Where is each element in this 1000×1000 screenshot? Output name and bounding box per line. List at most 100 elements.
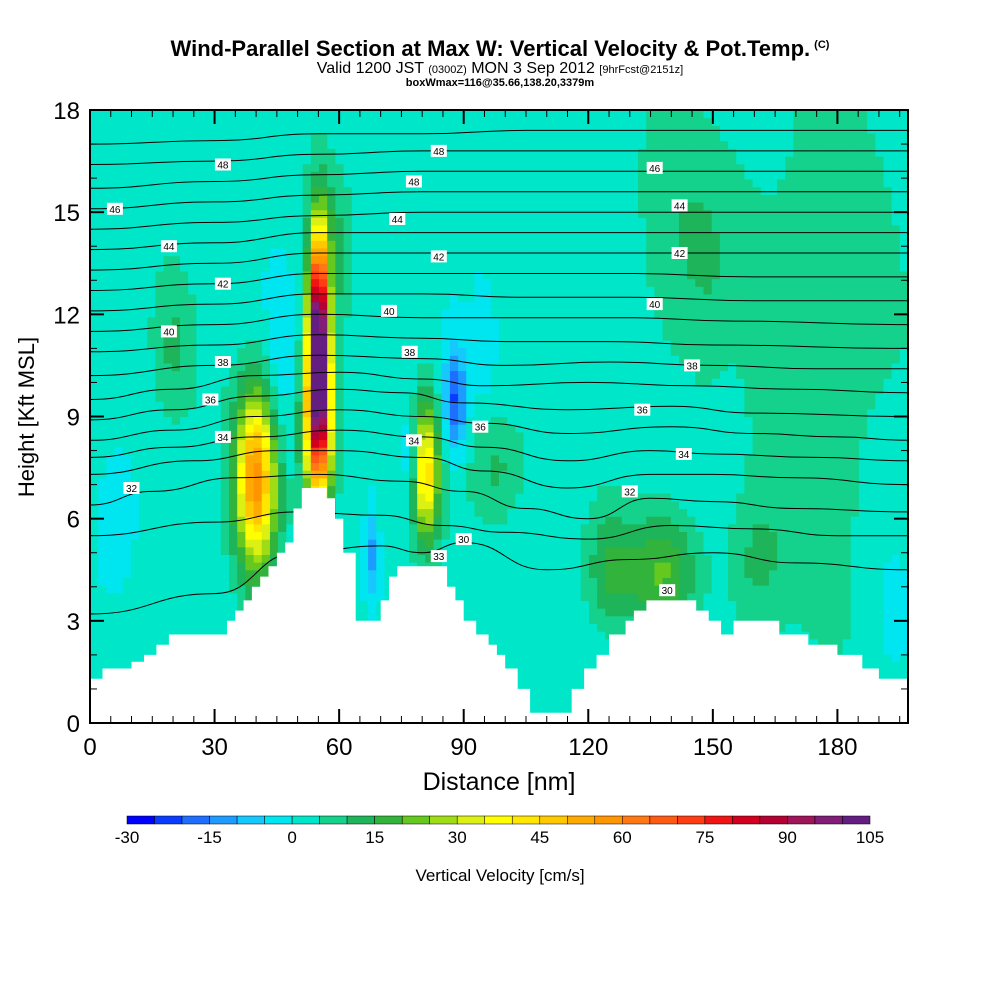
velocity-cell xyxy=(335,447,345,456)
velocity-cell xyxy=(588,569,598,579)
velocity-cell xyxy=(351,462,361,471)
velocity-cell xyxy=(106,240,116,249)
velocity-cell xyxy=(523,447,533,456)
velocity-cell xyxy=(196,339,206,349)
velocity-cell xyxy=(171,470,181,479)
velocity-cell xyxy=(212,608,222,617)
velocity-cell xyxy=(490,401,500,410)
velocity-cell xyxy=(409,270,418,280)
velocity-cell xyxy=(179,339,189,349)
velocity-cell xyxy=(261,378,271,387)
velocity-cell xyxy=(139,385,148,395)
velocity-cell xyxy=(556,186,566,195)
velocity-cell xyxy=(294,186,304,195)
velocity-cell xyxy=(368,462,377,471)
velocity-cell xyxy=(245,110,255,119)
velocity-cell xyxy=(531,178,541,188)
velocity-cell xyxy=(572,186,582,195)
velocity-cell xyxy=(245,370,255,379)
velocity-cell xyxy=(580,309,590,318)
velocity-cell xyxy=(531,171,541,180)
velocity-cell xyxy=(556,194,566,203)
velocity-cell xyxy=(515,577,525,586)
velocity-cell xyxy=(171,110,181,119)
velocity-cell xyxy=(409,424,418,433)
velocity-cell xyxy=(302,155,312,165)
velocity-cell xyxy=(204,178,214,188)
velocity-cell xyxy=(130,217,140,226)
velocity-cell xyxy=(179,155,189,165)
velocity-cell xyxy=(171,615,181,624)
velocity-cell xyxy=(425,293,435,303)
velocity-cell xyxy=(294,232,304,241)
velocity-cell xyxy=(556,278,566,287)
velocity-cell xyxy=(310,293,320,303)
velocity-cell xyxy=(179,600,189,609)
velocity-cell xyxy=(564,470,574,479)
velocity-cell xyxy=(286,500,296,510)
velocity-cell xyxy=(98,232,107,241)
velocity-cell xyxy=(515,278,525,287)
velocity-cell xyxy=(310,424,320,433)
velocity-cell xyxy=(253,232,263,241)
velocity-cell xyxy=(196,385,206,395)
velocity-cell xyxy=(196,569,206,579)
velocity-cell xyxy=(147,347,157,356)
velocity-cell xyxy=(245,485,255,494)
velocity-cell xyxy=(237,347,247,356)
velocity-cell xyxy=(449,416,459,425)
velocity-cell xyxy=(122,646,132,655)
velocity-cell xyxy=(384,132,394,142)
velocity-cell xyxy=(139,255,148,264)
velocity-cell xyxy=(155,255,165,264)
velocity-cell xyxy=(384,339,394,349)
subtitle-utc: (0300Z) xyxy=(428,64,467,76)
velocity-cell xyxy=(531,217,541,226)
velocity-cell xyxy=(515,355,525,364)
velocity-cell xyxy=(155,355,165,364)
velocity-cell xyxy=(548,454,557,464)
velocity-cell xyxy=(139,531,148,540)
velocity-cell xyxy=(400,370,410,379)
velocity-cell xyxy=(302,224,312,234)
velocity-cell xyxy=(458,155,467,165)
velocity-cell xyxy=(409,217,418,226)
velocity-cell xyxy=(474,140,484,149)
velocity-cell xyxy=(155,623,165,632)
velocity-cell xyxy=(572,125,582,134)
velocity-cell xyxy=(515,186,525,195)
velocity-cell xyxy=(188,309,197,318)
velocity-cell xyxy=(449,408,459,418)
velocity-cell xyxy=(466,447,476,456)
velocity-cell xyxy=(580,255,590,264)
velocity-cell xyxy=(139,424,148,433)
velocity-cell xyxy=(196,110,206,119)
velocity-cell xyxy=(335,194,345,203)
velocity-cell xyxy=(122,638,132,647)
velocity-cell xyxy=(474,301,484,310)
velocity-cell xyxy=(286,508,296,517)
velocity-cell xyxy=(171,477,181,487)
velocity-cell xyxy=(548,201,557,211)
velocity-cell xyxy=(400,171,410,180)
velocity-cell xyxy=(319,263,328,272)
velocity-cell xyxy=(122,324,132,333)
velocity-cell xyxy=(490,485,500,494)
velocity-cell xyxy=(130,140,140,149)
velocity-cell xyxy=(343,431,353,441)
velocity-cell xyxy=(253,439,263,448)
velocity-cell xyxy=(163,424,173,433)
velocity-cell xyxy=(245,585,255,594)
velocity-cell xyxy=(384,408,394,418)
velocity-cell xyxy=(351,355,361,364)
velocity-cell xyxy=(539,286,549,295)
velocity-cell xyxy=(278,477,287,487)
velocity-cell xyxy=(580,539,590,548)
velocity-cell xyxy=(237,523,247,533)
velocity-cell xyxy=(597,608,606,617)
velocity-cell xyxy=(376,125,386,134)
velocity-cell xyxy=(433,155,443,165)
velocity-cell xyxy=(286,339,296,349)
velocity-cell xyxy=(466,224,476,234)
velocity-cell xyxy=(269,393,279,402)
